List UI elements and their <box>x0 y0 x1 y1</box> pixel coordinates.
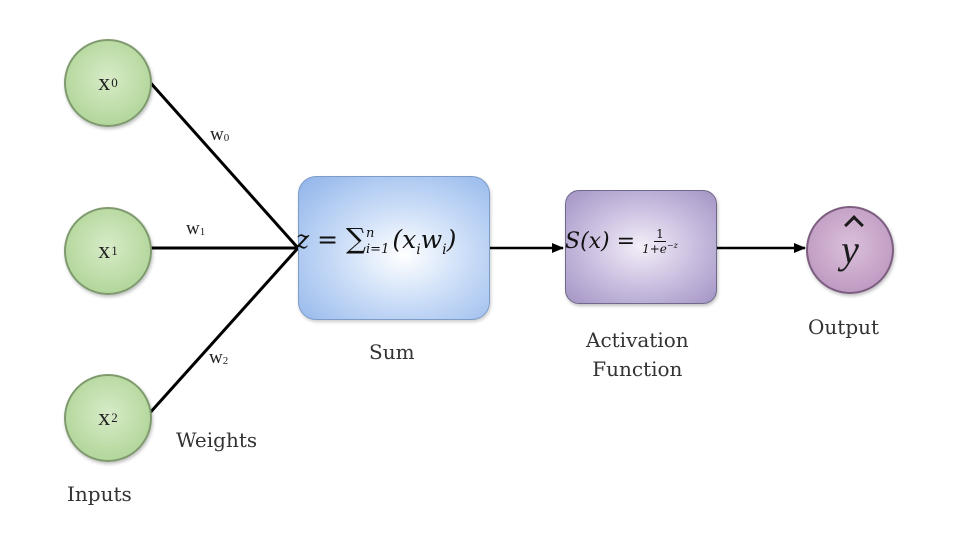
input-x0-index: 0 <box>111 75 118 90</box>
activation-box <box>565 190 717 304</box>
sum-caption: Sum <box>369 340 415 364</box>
sum-upper-limit: n <box>366 225 375 241</box>
denominator-base: 1+e <box>642 242 667 257</box>
sum-limits: n i=1 <box>366 226 389 257</box>
weight-w1-symbol: w <box>186 218 200 239</box>
weight-label-w2: w2 <box>209 347 228 369</box>
weight-w1-index: 1 <box>199 226 206 238</box>
weight-w0-symbol: w <box>210 124 224 145</box>
activation-formula: S(x) = 1 1+e−z <box>565 227 678 257</box>
sigma-symbol: ∑ <box>346 222 367 255</box>
input-x2-index: 2 <box>111 410 118 425</box>
wire-x2 <box>146 246 300 417</box>
input-x2-symbol: x <box>98 404 111 431</box>
sum-formula-w: w <box>420 225 443 254</box>
input-x0-symbol: x <box>98 69 111 96</box>
output-caption: Output <box>808 315 880 339</box>
denominator-exponent: −z <box>666 241 678 251</box>
input-x1-symbol: x <box>98 237 111 264</box>
sum-formula-open: (x <box>392 225 417 254</box>
activation-caption-line1: Activation <box>586 328 689 352</box>
fraction-numerator: 1 <box>654 227 666 243</box>
weight-label-w1: w1 <box>186 218 205 240</box>
sum-lower-limit: i=1 <box>366 241 390 257</box>
output-node: y <box>806 206 894 294</box>
wire-x0 <box>146 79 300 249</box>
sum-x-subscript: i <box>416 242 421 258</box>
activation-caption: Activation Function <box>586 326 689 384</box>
input-x1-index: 1 <box>111 243 118 258</box>
inputs-caption: Inputs <box>67 482 132 506</box>
fraction-denominator: 1+e−z <box>642 241 678 257</box>
weights-caption: Weights <box>176 428 258 452</box>
sum-formula: z = ∑ n i=1 (xiwi) <box>296 222 456 258</box>
sum-w-subscript: i <box>442 242 447 258</box>
y-hat-symbol: y <box>841 227 859 272</box>
weight-label-w0: w0 <box>210 124 229 146</box>
sum-formula-lhs: z = <box>296 225 347 254</box>
weight-w2-index: 2 <box>222 355 229 367</box>
sigmoid-fraction: 1 1+e−z <box>642 227 678 257</box>
activation-lhs: S(x) = <box>565 229 643 255</box>
sum-formula-close: ) <box>446 225 457 254</box>
activation-caption-line2: Function <box>592 357 683 381</box>
sum-box <box>298 176 490 320</box>
weight-w0-index: 0 <box>223 132 230 144</box>
weight-w2-symbol: w <box>209 347 223 368</box>
